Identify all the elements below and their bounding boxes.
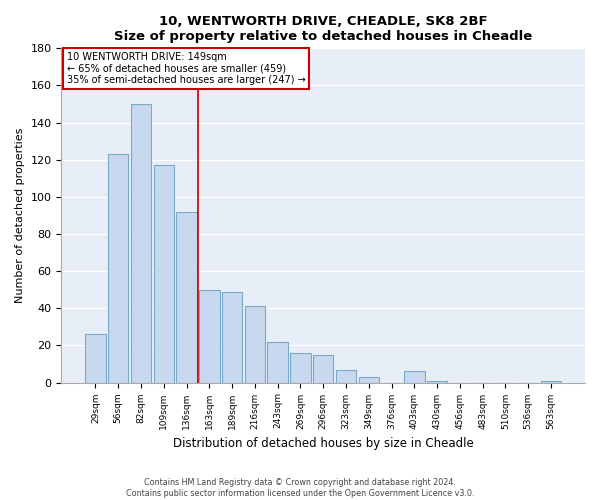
Bar bbox=[268, 342, 288, 382]
Bar bbox=[290, 353, 311, 382]
Y-axis label: Number of detached properties: Number of detached properties bbox=[15, 128, 25, 303]
X-axis label: Distribution of detached houses by size in Cheadle: Distribution of detached houses by size … bbox=[173, 437, 473, 450]
Bar bbox=[108, 154, 128, 382]
Bar bbox=[176, 212, 197, 382]
Bar bbox=[154, 166, 174, 382]
Bar bbox=[541, 380, 561, 382]
Text: 10 WENTWORTH DRIVE: 149sqm
← 65% of detached houses are smaller (459)
35% of sem: 10 WENTWORTH DRIVE: 149sqm ← 65% of deta… bbox=[67, 52, 305, 85]
Bar bbox=[313, 354, 334, 382]
Bar bbox=[427, 380, 448, 382]
Bar bbox=[404, 372, 425, 382]
Bar bbox=[85, 334, 106, 382]
Bar bbox=[245, 306, 265, 382]
Bar bbox=[199, 290, 220, 382]
Text: Contains HM Land Registry data © Crown copyright and database right 2024.
Contai: Contains HM Land Registry data © Crown c… bbox=[126, 478, 474, 498]
Title: 10, WENTWORTH DRIVE, CHEADLE, SK8 2BF
Size of property relative to detached hous: 10, WENTWORTH DRIVE, CHEADLE, SK8 2BF Si… bbox=[114, 15, 532, 43]
Bar bbox=[131, 104, 151, 382]
Bar bbox=[222, 292, 242, 382]
Bar bbox=[336, 370, 356, 382]
Bar bbox=[359, 377, 379, 382]
